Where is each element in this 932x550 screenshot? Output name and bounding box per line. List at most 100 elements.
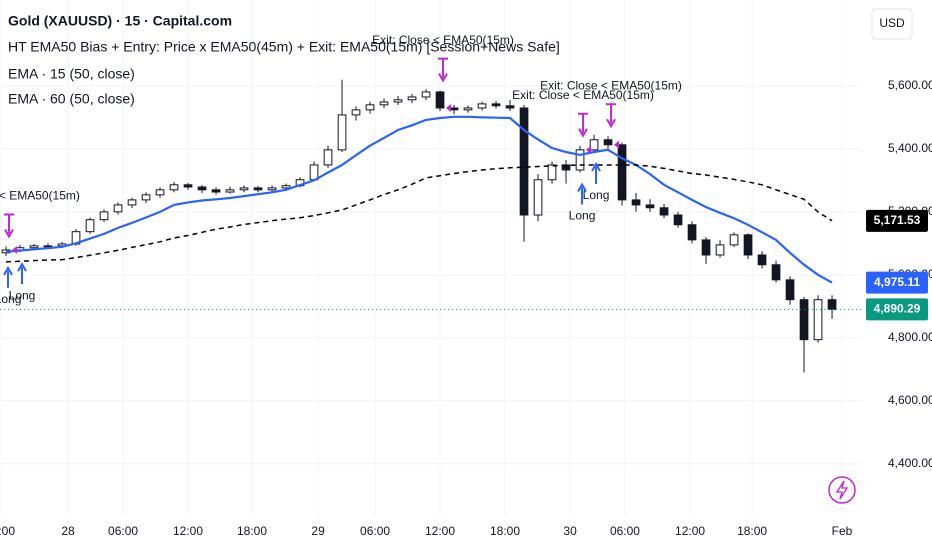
- alert-bolt[interactable]: [835, 480, 849, 500]
- candle-body: [729, 234, 739, 246]
- signal-label: Long: [0, 292, 21, 306]
- x-tick-label: Feb: [832, 524, 853, 538]
- candle-body: [757, 254, 767, 266]
- candle-body: [337, 114, 347, 151]
- ema-line: [5, 164, 833, 263]
- candle-body: [85, 219, 95, 233]
- exit-tick: [586, 145, 592, 154]
- candle-body: [393, 99, 403, 103]
- candle-body: [211, 189, 221, 193]
- candle-body: [771, 264, 781, 281]
- candle-body: [799, 299, 809, 341]
- candle-body: [631, 199, 641, 206]
- candle-body: [155, 189, 165, 196]
- candle-body: [701, 239, 711, 256]
- candle-body: [351, 109, 361, 116]
- signal-label: Long: [9, 288, 36, 302]
- x-tick-label: 00:00: [0, 524, 15, 538]
- candle-body: [141, 194, 151, 201]
- candle-body: [645, 204, 655, 209]
- x-tick-label: 18:00: [490, 524, 520, 538]
- exit-tick: [446, 103, 452, 112]
- x-tick-label: 30: [563, 524, 577, 538]
- candle-body: [449, 107, 459, 111]
- candle-body: [463, 107, 473, 111]
- candle-body: [407, 96, 417, 101]
- candle-body: [617, 144, 627, 201]
- price-axis: USD 4,400.004,600.004,800.005,000.005,20…: [862, 0, 932, 550]
- candle-body: [659, 207, 669, 216]
- price-tag: [866, 209, 928, 232]
- price-tag-label: 4,975.11: [874, 275, 920, 289]
- y-tick-label: 5,400.00: [888, 141, 932, 155]
- candle-body: [477, 103, 487, 109]
- candle-body: [603, 139, 613, 146]
- candle-body: [743, 234, 753, 256]
- exit-tick: [614, 140, 620, 149]
- candle-body: [547, 164, 557, 181]
- currency-button[interactable]: [871, 8, 913, 40]
- candle-body: [687, 224, 697, 241]
- candle-body: [673, 214, 683, 226]
- candle-body: [323, 149, 333, 166]
- candle-body: [491, 103, 501, 107]
- long-arrow: [17, 262, 27, 285]
- alert-icon[interactable]: [828, 476, 856, 504]
- y-tick-label: 5,600.00: [888, 78, 932, 92]
- candle-body: [281, 185, 291, 189]
- x-tick-label: 06:00: [108, 524, 138, 538]
- price-tag: [866, 271, 928, 294]
- plot-area: LongLongLongLongExit: Close < EMA50(15m)…: [0, 33, 862, 373]
- exit-arrow: [606, 103, 617, 129]
- y-tick-label: 4,400.00: [888, 456, 932, 470]
- price-tag: [866, 298, 928, 321]
- signal-label: Exit: Close < EMA50(15m): [0, 189, 80, 203]
- exit-arrow: [438, 57, 449, 83]
- exit-tick: [12, 245, 18, 254]
- exit-arrow: [578, 112, 589, 138]
- candle-body: [519, 107, 529, 216]
- candle-body: [309, 164, 319, 181]
- chart-title: Gold (XAUUSD) · 15 · Capital.com: [8, 13, 232, 29]
- candle-body: [43, 245, 53, 248]
- ema-line: [5, 115, 833, 284]
- candle-body: [785, 279, 795, 301]
- legend-entry: EMA · 60 (50, close): [8, 91, 135, 107]
- candle-body: [435, 91, 445, 109]
- x-tick-label: 12:00: [675, 524, 705, 538]
- signal-label: Long: [569, 209, 596, 223]
- candle-body: [169, 184, 179, 191]
- signal-label: Exit: Close < EMA50(15m): [372, 33, 514, 47]
- candle-body: [827, 299, 837, 310]
- signal-label: Exit: Close < EMA50(15m): [540, 78, 682, 92]
- candle-body: [127, 199, 137, 206]
- x-tick-label: 06:00: [360, 524, 390, 538]
- candle-body: [533, 179, 543, 216]
- candle-body: [253, 187, 263, 191]
- currency[interactable]: USD: [879, 16, 905, 30]
- candle-body: [113, 204, 123, 213]
- legend-entry: EMA · 15 (50, close): [8, 66, 135, 82]
- candle-body: [183, 184, 193, 188]
- x-tick-label: 12:00: [425, 524, 455, 538]
- candle-body: [575, 149, 585, 171]
- y-tick-label: 4,800.00: [888, 330, 932, 344]
- candle-body: [29, 245, 39, 249]
- candle-body: [505, 105, 515, 109]
- candle-body: [267, 187, 277, 191]
- alert-circle[interactable]: [828, 476, 856, 504]
- price-tag-label: 4,890.29: [874, 302, 921, 316]
- candle-body: [379, 101, 389, 106]
- signal-label: Exit: Close < EMA50(15m): [512, 88, 654, 102]
- candle-body: [365, 104, 375, 111]
- x-tick-label: 29: [311, 524, 325, 538]
- long-arrow: [577, 182, 587, 205]
- indicator-title: HT EMA50 Bias + Entry: Price x EMA50(45m…: [8, 39, 560, 55]
- candle-body: [715, 244, 725, 256]
- candle-body: [589, 139, 599, 151]
- candle-body: [239, 187, 249, 191]
- y-tick-label: 4,600.00: [888, 393, 932, 407]
- x-tick-label: 28: [61, 524, 75, 538]
- long-arrow: [591, 162, 601, 185]
